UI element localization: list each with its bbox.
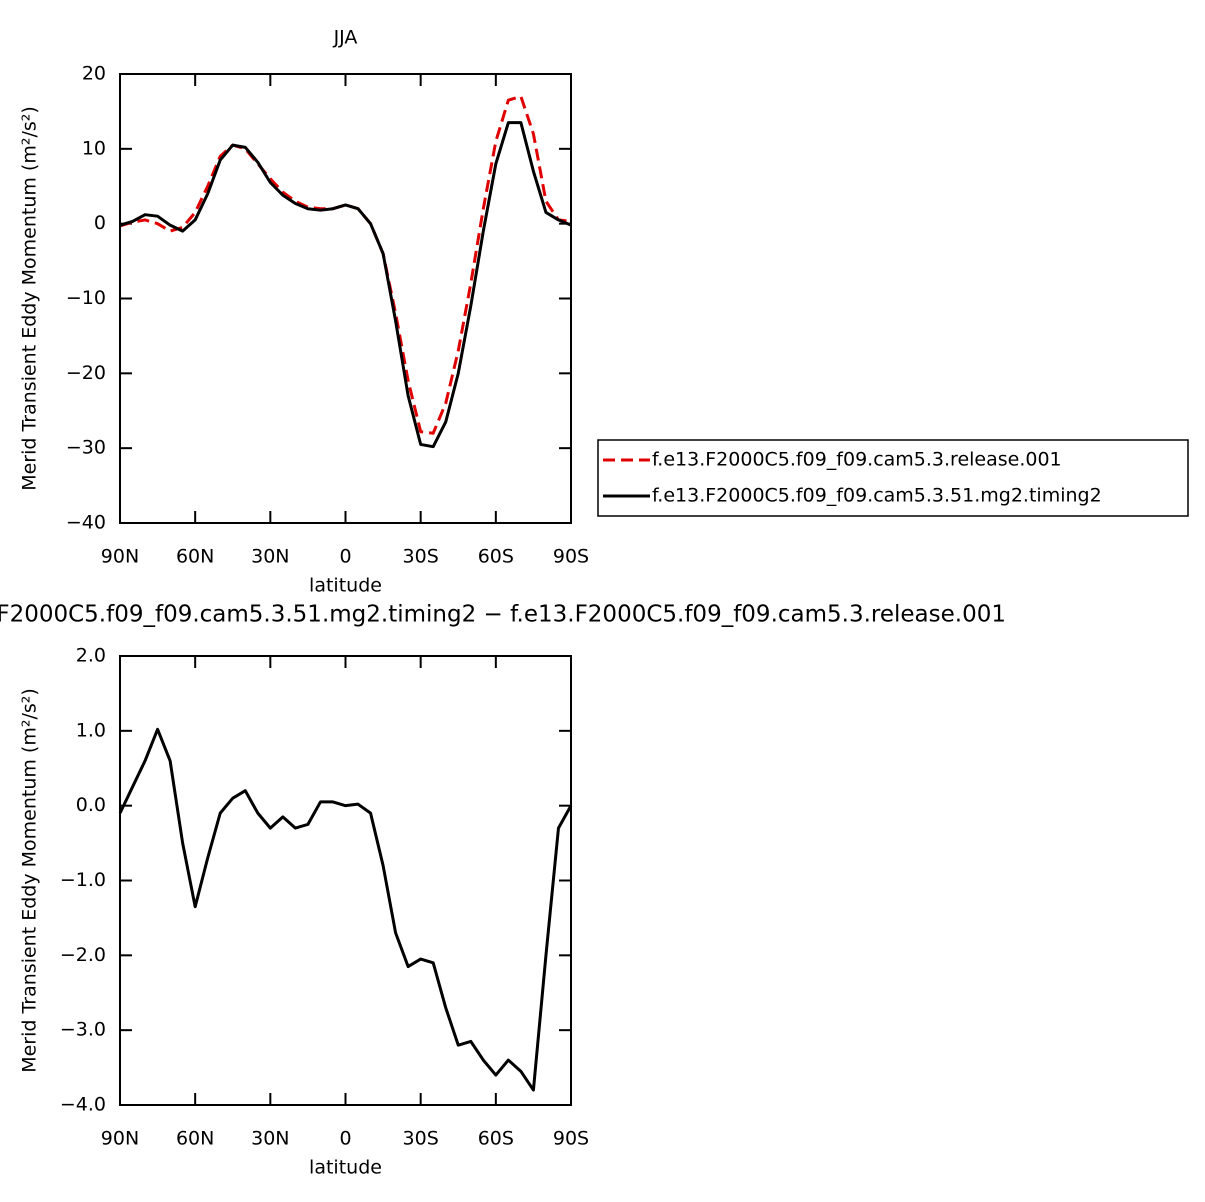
- x-axis-label: latitude: [309, 1157, 382, 1179]
- legend-label: f.e13.F2000C5.f09_f09.cam5.3.release.001: [652, 449, 1062, 471]
- series-line: [119, 121, 572, 449]
- y-axis-label: Merid Transient Eddy Momentum (m²/s²): [19, 106, 41, 491]
- x-tick-label: 0: [339, 546, 351, 568]
- y-tick-label: −1.0: [60, 869, 106, 891]
- chart-title: JJA: [333, 27, 358, 49]
- series-line: [119, 94, 572, 435]
- x-tick-label: 30N: [251, 546, 289, 568]
- x-tick-label: 90S: [553, 1128, 589, 1150]
- x-tick-label: 90N: [101, 1128, 139, 1150]
- legend-label: f.e13.F2000C5.f09_f09.cam5.3.51.mg2.timi…: [652, 485, 1102, 507]
- y-tick-label: 0.0: [76, 794, 106, 816]
- y-tick-label: −4.0: [60, 1094, 106, 1116]
- x-tick-label: 30S: [403, 546, 439, 568]
- y-tick-label: 0: [94, 212, 106, 234]
- y-tick-label: −40: [66, 512, 106, 534]
- legend-box: [597, 439, 1189, 517]
- x-tick-label: 60N: [176, 546, 214, 568]
- x-tick-label: 30N: [251, 1128, 289, 1150]
- x-tick-label: 60N: [176, 1128, 214, 1150]
- y-tick-label: 2.0: [76, 645, 106, 667]
- y-axis-label: Merid Transient Eddy Momentum (m²/s²): [19, 688, 41, 1073]
- plot-frame: [119, 655, 572, 1106]
- chart-title: f.e13.F2000C5.f09_f09.cam5.3.51.mg2.timi…: [0, 602, 1006, 628]
- x-tick-label: 90S: [553, 546, 589, 568]
- plot-frame: [119, 73, 572, 524]
- y-tick-label: 10: [82, 137, 106, 159]
- y-tick-label: −3.0: [60, 1019, 106, 1041]
- y-tick-label: 1.0: [76, 719, 106, 741]
- y-tick-label: −10: [66, 287, 106, 309]
- x-tick-label: 60S: [478, 546, 514, 568]
- x-tick-label: 60S: [478, 1128, 514, 1150]
- y-tick-label: −2.0: [60, 944, 106, 966]
- x-tick-label: 90N: [101, 546, 139, 568]
- series-line: [118, 727, 573, 1092]
- y-tick-label: −20: [66, 362, 106, 384]
- x-tick-label: 30S: [403, 1128, 439, 1150]
- x-tick-label: 0: [339, 1128, 351, 1150]
- y-tick-label: −30: [66, 437, 106, 459]
- y-tick-label: 20: [82, 63, 106, 85]
- x-axis-label: latitude: [309, 575, 382, 597]
